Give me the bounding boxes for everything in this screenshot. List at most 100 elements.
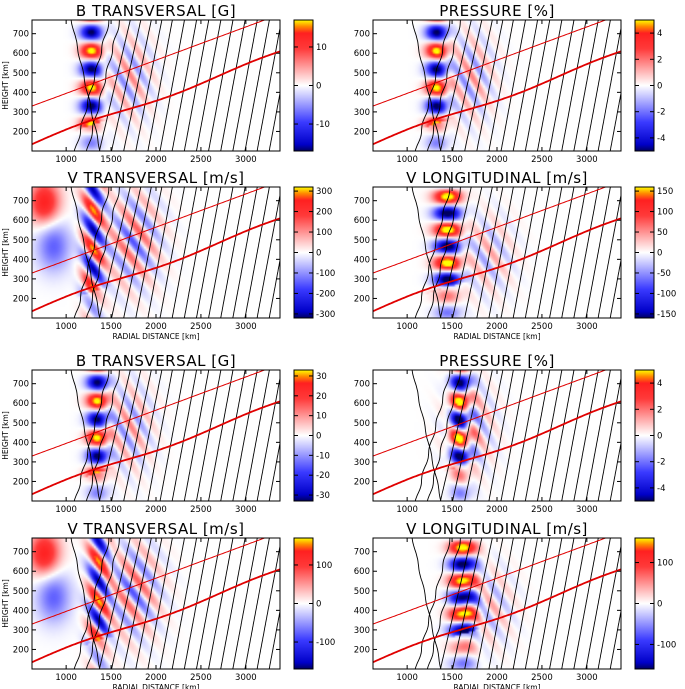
x-tick-label: 2000 — [486, 155, 508, 165]
field-line — [220, 20, 246, 151]
field-line — [159, 370, 185, 501]
colorbar-tick-label: -50 — [657, 269, 671, 279]
colorbar-tick-label: -100 — [657, 289, 676, 299]
field-line — [330, 20, 354, 151]
field-line — [147, 370, 173, 501]
field-line — [414, 20, 451, 151]
field-line — [536, 538, 563, 669]
beta-contour-thick — [373, 568, 621, 664]
beta-contour-thin — [373, 370, 607, 457]
field-line — [500, 187, 526, 318]
field-line — [439, 370, 472, 501]
y-tick-label: 600 — [13, 49, 29, 59]
field-line — [426, 370, 461, 501]
y-tick-label: 200 — [13, 477, 29, 487]
y-tick-label: 200 — [13, 645, 29, 655]
field-line — [476, 20, 504, 151]
x-axis-label: RADIAL DISTANCE [km] — [453, 683, 540, 689]
beta-contour-thin — [32, 187, 266, 274]
x-tick-label: 1500 — [100, 155, 122, 165]
field-line — [411, 20, 442, 151]
x-tick-label: 1500 — [100, 673, 122, 683]
panel-title: V TRANSVERSAL [m/s] — [67, 520, 244, 538]
y-tick-label: 400 — [354, 88, 370, 98]
field-line — [464, 187, 493, 318]
field-line — [585, 187, 611, 318]
x-tick-label: 2500 — [190, 155, 212, 165]
field-line — [464, 538, 493, 669]
field-line — [268, 608, 280, 669]
colorbar-tick-label: 0 — [657, 432, 662, 442]
field-line — [135, 370, 163, 501]
field-line — [597, 375, 621, 501]
panel-2: 1000 1500 2000 2500 3000 200 300 400 500 600 700 PR… — [354, 2, 666, 165]
colorbar-tick-label: 50 — [657, 228, 668, 238]
beta-contour-thick — [32, 50, 280, 146]
y-tick-label: 600 — [354, 399, 370, 409]
colorbar-tick-label: -4 — [657, 134, 665, 144]
x-tick-label: 1000 — [55, 673, 77, 683]
colorbar-tick-label: -100 — [316, 638, 335, 648]
field-line — [232, 370, 258, 501]
x-tick-label: 1000 — [55, 155, 77, 165]
y-tick-label: 200 — [354, 477, 370, 487]
field-line — [111, 187, 142, 318]
y-tick-label: 700 — [13, 197, 29, 207]
colorbar-tick-label: 0 — [657, 82, 662, 92]
field-line — [573, 20, 599, 151]
y-tick-label: 700 — [354, 380, 370, 390]
field-line — [414, 538, 451, 669]
colorbar-tick-label: -30 — [316, 491, 330, 501]
field-line — [73, 20, 110, 151]
field-line — [488, 20, 514, 151]
heatmap-field — [32, 538, 280, 669]
field-line — [171, 187, 198, 318]
x-tick-label: 1000 — [55, 505, 77, 515]
x-tick-label: 1000 — [396, 673, 418, 683]
field-line — [488, 187, 514, 318]
y-tick-label: 400 — [354, 438, 370, 448]
field-line — [597, 543, 621, 669]
field-line — [111, 20, 142, 151]
field-line — [111, 538, 142, 669]
heatmap-field — [373, 20, 621, 151]
y-tick-label: 400 — [354, 606, 370, 616]
colorbar-tick-label: 4 — [657, 379, 662, 389]
colorbar-tick-label: -300 — [316, 310, 335, 320]
colorbar-tick-label: 300 — [316, 187, 332, 197]
field-line — [208, 538, 234, 669]
field-line — [476, 187, 504, 318]
x-tick-label: 2500 — [531, 322, 553, 332]
y-tick-label: 600 — [354, 216, 370, 226]
field-line — [98, 187, 131, 318]
field-line — [609, 440, 621, 501]
field-line — [500, 20, 526, 151]
x-tick-label: 1000 — [55, 322, 77, 332]
field-line — [73, 370, 110, 501]
field-line — [585, 370, 611, 501]
x-tick-label: 3000 — [576, 155, 598, 165]
field-line — [123, 187, 152, 318]
field-line — [73, 538, 110, 669]
field-line — [70, 20, 101, 151]
field-line — [452, 20, 483, 151]
field-line — [208, 20, 234, 151]
x-tick-label: 3000 — [235, 505, 257, 515]
beta-contour-thin — [32, 538, 266, 625]
y-tick-label: 200 — [13, 294, 29, 304]
field-line — [452, 187, 483, 318]
y-tick-label: 600 — [354, 49, 370, 59]
y-tick-label: 300 — [354, 108, 370, 118]
field-line — [208, 370, 234, 501]
field-line — [159, 187, 185, 318]
colorbar-tick-label: 30 — [316, 372, 327, 382]
field-line — [500, 370, 526, 501]
y-tick-label: 400 — [13, 606, 29, 616]
field-line — [244, 370, 270, 501]
colorbar-tick-label: -2 — [657, 108, 665, 118]
colorbar-tick-label: 2 — [657, 405, 662, 415]
colorbar-tick-label: -4 — [657, 484, 665, 494]
panel-8: 1000 1500 2000 2500 3000200300400500600700V … — [354, 520, 677, 689]
field-line — [147, 20, 173, 151]
x-tick-label: 1500 — [441, 155, 463, 165]
